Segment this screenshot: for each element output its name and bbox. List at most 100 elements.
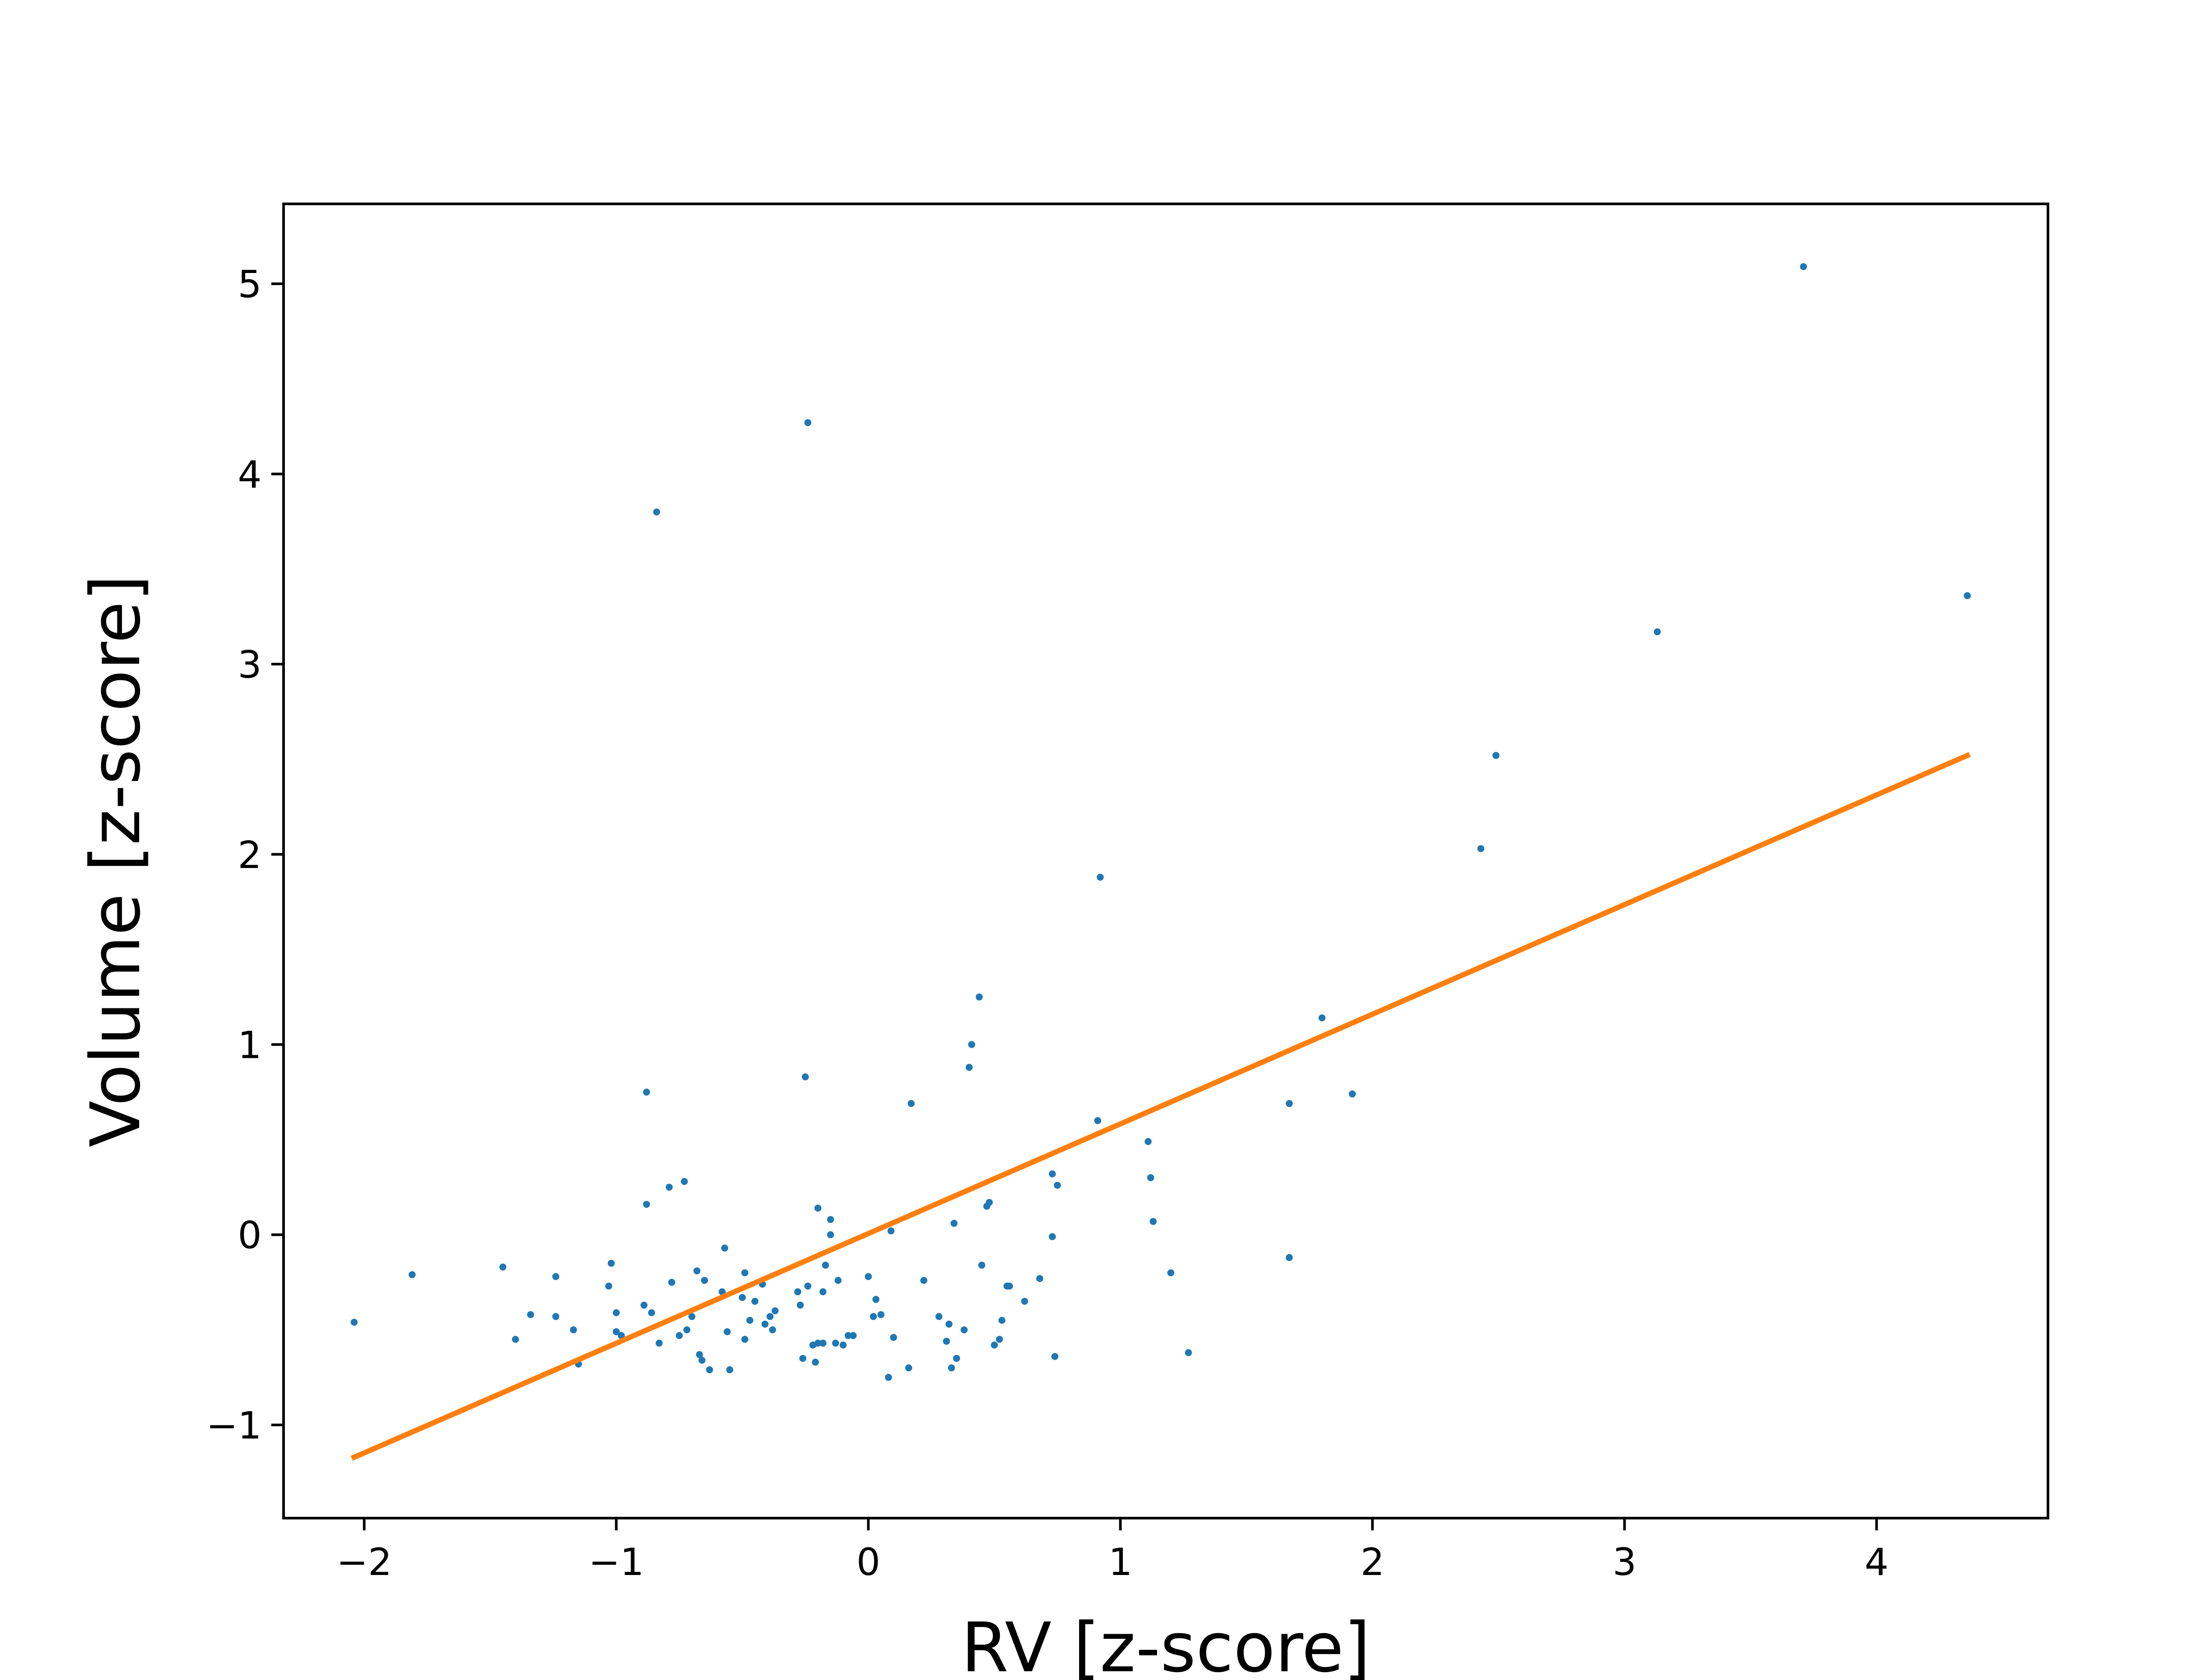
data-point	[1150, 1218, 1157, 1225]
y-axis-ticks: −1 0 1 2 3 4 5	[206, 263, 284, 1448]
data-point	[653, 508, 660, 516]
data-point	[1349, 1090, 1356, 1098]
data-point	[688, 1313, 696, 1320]
y-axis-title: Volume [z-score]	[76, 575, 155, 1148]
data-point	[905, 1364, 912, 1372]
data-point	[872, 1296, 880, 1303]
data-point	[1021, 1298, 1028, 1305]
data-point	[827, 1216, 834, 1223]
data-point	[1318, 1014, 1326, 1022]
data-point	[1477, 845, 1484, 852]
data-point	[741, 1336, 749, 1343]
data-point	[766, 1313, 774, 1320]
data-point	[950, 1220, 958, 1227]
data-point	[726, 1366, 733, 1373]
data-point	[613, 1309, 620, 1316]
data-point	[822, 1261, 829, 1269]
data-point	[769, 1326, 776, 1334]
data-point	[771, 1307, 779, 1315]
data-point	[877, 1311, 885, 1318]
data-point	[1185, 1349, 1192, 1356]
data-point	[814, 1204, 822, 1212]
x-tick-label: 2	[1360, 1540, 1385, 1584]
data-point	[887, 1227, 895, 1235]
data-point	[835, 1277, 842, 1284]
data-point	[499, 1264, 507, 1271]
data-point	[1147, 1174, 1154, 1181]
data-point	[819, 1340, 827, 1347]
data-point	[968, 1041, 975, 1048]
data-point	[739, 1294, 746, 1301]
data-point	[812, 1358, 819, 1366]
data-point	[512, 1336, 519, 1343]
data-point	[965, 1064, 973, 1071]
data-point	[1286, 1254, 1293, 1261]
data-point	[1097, 873, 1104, 881]
data-point	[885, 1374, 892, 1381]
data-point	[613, 1328, 620, 1335]
data-point	[1167, 1269, 1175, 1277]
data-point	[827, 1231, 834, 1239]
x-tick-label: −2	[337, 1540, 392, 1584]
data-point	[819, 1288, 827, 1295]
data-point	[890, 1334, 897, 1341]
data-point	[814, 1340, 822, 1347]
data-point	[998, 1316, 1006, 1324]
data-point	[991, 1341, 998, 1349]
data-point	[1286, 1100, 1293, 1107]
data-point	[607, 1260, 615, 1267]
data-point	[1048, 1170, 1056, 1178]
data-point	[527, 1311, 534, 1318]
data-point	[751, 1298, 759, 1305]
data-point	[935, 1313, 943, 1320]
data-point	[721, 1244, 728, 1252]
data-point	[617, 1332, 625, 1339]
data-point	[943, 1337, 950, 1345]
data-point	[975, 993, 983, 1001]
data-point	[996, 1336, 1003, 1343]
data-point	[1036, 1275, 1043, 1282]
data-point	[849, 1332, 857, 1339]
data-point	[408, 1271, 416, 1278]
data-point	[668, 1278, 676, 1286]
data-point	[799, 1354, 806, 1362]
y-tick-label: 2	[238, 833, 262, 877]
data-point	[746, 1316, 754, 1324]
data-point	[794, 1288, 802, 1295]
data-point	[953, 1354, 960, 1362]
data-point	[802, 1073, 809, 1081]
y-tick-label: 4	[238, 453, 262, 497]
data-point	[706, 1366, 713, 1373]
data-point	[920, 1277, 928, 1284]
data-point	[961, 1326, 968, 1334]
plot-frame	[282, 203, 2049, 1519]
x-axis-title: RV [z-score]	[961, 1608, 1370, 1680]
data-point	[804, 419, 812, 426]
data-point	[693, 1267, 701, 1274]
data-point	[656, 1340, 663, 1347]
data-point	[832, 1340, 839, 1347]
data-point	[1006, 1282, 1013, 1290]
data-point	[908, 1100, 915, 1107]
data-point	[666, 1183, 673, 1191]
data-point	[696, 1351, 703, 1358]
data-point	[761, 1320, 769, 1328]
y-tick-label: 3	[238, 643, 262, 687]
data-point	[804, 1282, 812, 1290]
y-tick-label: −1	[206, 1404, 262, 1448]
data-point	[865, 1273, 872, 1280]
data-point	[605, 1282, 613, 1290]
data-point	[1800, 263, 1807, 270]
data-point	[1964, 592, 1971, 599]
data-point	[1048, 1233, 1056, 1240]
data-point	[945, 1320, 953, 1328]
data-point	[1051, 1353, 1059, 1360]
data-point	[1094, 1117, 1101, 1124]
data-point	[948, 1364, 955, 1372]
data-points	[351, 263, 1971, 1381]
fit-line-layer	[351, 752, 1971, 1461]
data-point	[723, 1328, 731, 1335]
x-tick-label: 0	[856, 1540, 880, 1584]
data-point	[1144, 1138, 1152, 1145]
fit-line	[351, 752, 1971, 1461]
